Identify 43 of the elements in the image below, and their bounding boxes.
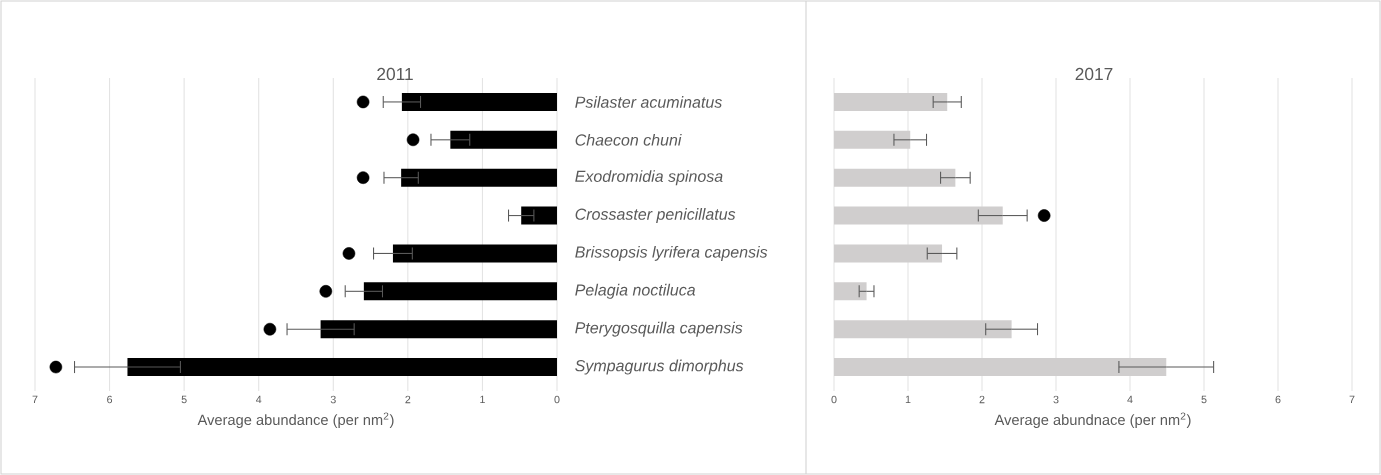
bar: [363, 282, 557, 301]
x-tick-label: 0: [554, 395, 560, 404]
point: [342, 247, 356, 260]
x-tick-label: 5: [181, 395, 187, 404]
x-tick-label: 1: [905, 395, 911, 404]
x-tick-label: 3: [330, 395, 336, 404]
point: [406, 133, 420, 147]
x-axis-title: Average abundance (per nm$^{2}$): [197, 412, 394, 428]
bar: [320, 320, 557, 339]
x-axis-title: Average abundnace (per nm$^{2}$): [994, 412, 1191, 428]
x-tick-label: 2: [405, 395, 411, 404]
x-tick-label: 6: [107, 395, 113, 404]
bar: [127, 358, 557, 377]
x-tick-label: 6: [1275, 395, 1281, 404]
y-tick-label: Pterygosquilla capensis: [575, 321, 743, 337]
x-tick-label: 4: [255, 395, 262, 404]
x-tick-label: 0: [831, 395, 837, 404]
y-tick-label: Sympagurus dimorphus: [575, 359, 744, 375]
y-tick-label: Crossaster penicillatus: [575, 208, 736, 224]
bar: [450, 130, 557, 149]
bar: [401, 92, 557, 111]
y-tick-label: Psilaster acuminatus: [575, 96, 722, 108]
chart-title: 2017: [1075, 67, 1113, 81]
y-tick-label: Chaecon chuni: [575, 133, 682, 146]
chart-title: 2011: [377, 67, 413, 81]
point: [49, 360, 63, 374]
point: [356, 95, 370, 109]
point: [356, 171, 370, 184]
x-tick-label: 2: [979, 395, 985, 404]
y-tick-label: Brissopsis lyrifera capensis: [575, 245, 768, 261]
y-tick-label: Pelagia noctiluca: [575, 283, 696, 299]
point: [319, 285, 333, 298]
y-tick-label: Exodromidia spinosa: [575, 170, 723, 186]
x-tick-label: 5: [1201, 395, 1207, 404]
x-tick-label: 7: [1349, 395, 1355, 404]
x-tick-label: 1: [480, 395, 485, 404]
point: [263, 322, 277, 336]
bar: [401, 168, 557, 187]
x-tick-label: 3: [1053, 395, 1059, 404]
bar: [521, 206, 557, 225]
x-tick-label: 4: [1127, 395, 1133, 404]
bar: [392, 244, 557, 263]
x-tick-label: 7: [32, 395, 38, 404]
